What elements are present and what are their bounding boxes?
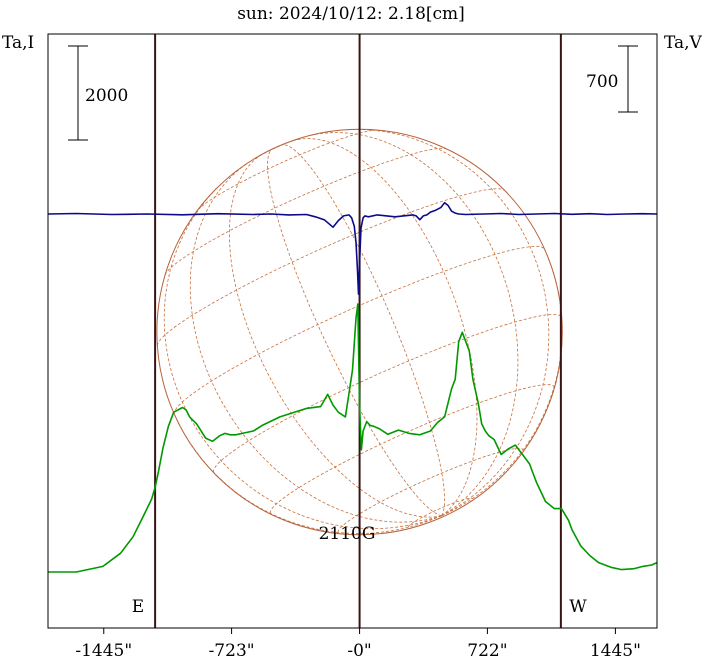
series-intensity [48, 303, 658, 573]
left-scale-bar [68, 45, 88, 141]
y-left-label: Ta,I [2, 33, 34, 53]
latitude-line [254, 137, 301, 159]
right-scale-bar [618, 45, 638, 113]
x-tick-label: 1445" [590, 641, 641, 661]
longitude-line [228, 153, 442, 518]
longitude-line [189, 162, 442, 523]
latitude-line [197, 129, 377, 211]
east-limb-label: E [132, 597, 144, 617]
latitude-line [173, 245, 546, 415]
longitude-line [291, 138, 478, 517]
latitude-line [213, 313, 562, 473]
y-right-label: Ta,V [664, 33, 703, 53]
longitude-line [307, 132, 519, 517]
vertical-lines [154, 34, 562, 628]
x-tick-label: 722" [467, 641, 507, 661]
plot-frame [47, 33, 658, 629]
latitude-line [164, 147, 448, 276]
series-layer [47, 201, 658, 573]
west-limb-label: W [569, 597, 587, 617]
longitude-line [163, 185, 442, 530]
x-tick-label: -1445" [75, 641, 132, 661]
left-scale-label: 2000 [85, 86, 128, 106]
longitude-line [266, 149, 442, 517]
latitude-line [407, 497, 473, 528]
right-scale-label: 700 [586, 72, 618, 92]
latitude-line [156, 188, 505, 346]
x-tick-label: -723" [209, 641, 255, 661]
solar-disk [156, 128, 563, 536]
latitude-line [269, 384, 555, 514]
chart-title: sun: 2024/10/12: 2.18[cm] [237, 4, 465, 24]
x-tick-label: -0" [347, 641, 371, 661]
x-axis: -1445" -723" -0" 722" 1445" [75, 628, 641, 661]
longitude-line [344, 129, 550, 517]
field-annotation: 2110G [319, 524, 376, 544]
series-stokes-v [47, 201, 658, 295]
longitude-line [281, 144, 446, 516]
